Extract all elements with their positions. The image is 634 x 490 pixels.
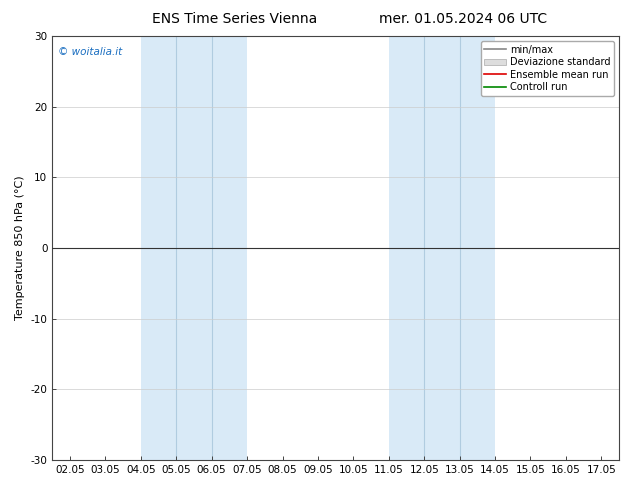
Text: © woitalia.it: © woitalia.it (58, 47, 122, 57)
Bar (141, 36, 247, 460)
Legend: min/max, Deviazione standard, Ensemble mean run, Controll run: min/max, Deviazione standard, Ensemble m… (481, 41, 614, 96)
Text: ENS Time Series Vienna: ENS Time Series Vienna (152, 12, 317, 26)
Y-axis label: Temperature 850 hPa (°C): Temperature 850 hPa (°C) (15, 176, 25, 320)
Text: mer. 01.05.2024 06 UTC: mer. 01.05.2024 06 UTC (378, 12, 547, 26)
Bar (389, 36, 495, 460)
